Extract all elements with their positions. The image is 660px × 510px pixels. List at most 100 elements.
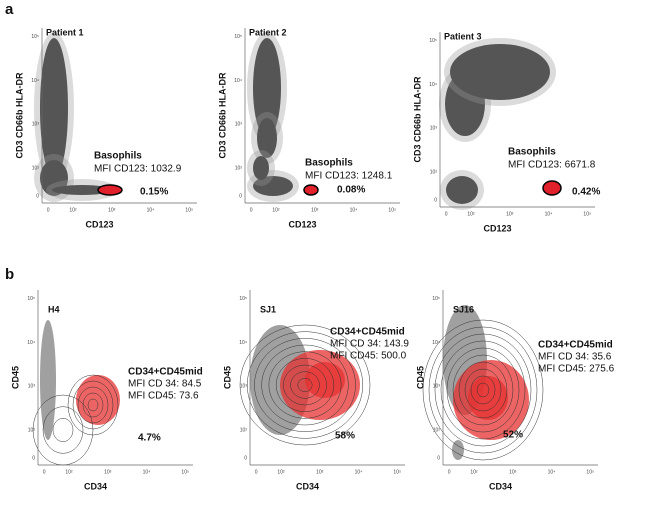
contour-line — [268, 351, 342, 419]
x-tick-label: 10³ — [509, 469, 517, 475]
contour-line — [239, 324, 371, 446]
x-axis-label: CD123 — [483, 223, 511, 233]
panel-label: b — [5, 266, 14, 283]
y-tick-label: 10² — [240, 427, 248, 433]
contour-line — [254, 338, 356, 432]
cell-population — [446, 176, 478, 204]
x-tick-label: 10⁵ — [388, 207, 396, 213]
x-tick-label: 10² — [69, 207, 77, 213]
x-tick-label: 0 — [43, 469, 46, 475]
contour-line — [52, 418, 74, 442]
y-tick-label: 10² — [32, 165, 40, 171]
y-tick-label: 10³ — [240, 384, 248, 390]
plot-title: H4 — [48, 304, 60, 314]
y-tick-label: 10⁵ — [27, 296, 35, 302]
scatter-plot: 0 0 10² 10² 10³ 10³ 10⁴ 10⁴ 10⁵ 10⁵ CD3 CD66b HLA-… — [14, 27, 197, 229]
plot-title: Patient 3 — [444, 31, 482, 41]
x-tick-label: 10⁵ — [185, 207, 193, 213]
percent-label: 52% — [503, 430, 523, 441]
x-tick-label: 10⁵ — [586, 469, 594, 475]
y-tick-label: 10² — [235, 165, 243, 171]
mfi-label: MFI CD123: 1032.9 — [94, 164, 182, 175]
contour-line — [458, 361, 508, 419]
x-tick-label: 0 — [448, 469, 451, 475]
x-tick-label: 10³ — [316, 469, 324, 475]
basophil-gate — [303, 184, 319, 196]
gated-population — [468, 376, 508, 420]
cell-population — [253, 38, 281, 138]
x-axis-label: CD34 — [84, 481, 107, 491]
cell-population — [450, 44, 550, 100]
y-tick-label: 10³ — [32, 122, 40, 128]
population-label: CD34+CD45mid — [538, 340, 613, 351]
y-tick-label: 10⁵ — [432, 296, 440, 302]
contour-line — [72, 380, 114, 430]
y-tick-label: 0 — [434, 197, 437, 203]
contour-line — [452, 354, 514, 426]
x-tick-label: 10² — [277, 469, 285, 475]
basophil-gate — [542, 180, 562, 196]
scatter-plot: 0 0 10² 10² 10³ 10³ 10⁴ 10⁴ 10⁵ 10⁵ CD3 CD66b HLA-… — [412, 31, 600, 233]
cell-population — [40, 38, 68, 178]
cell-population — [52, 185, 112, 195]
y-tick-label: 10⁴ — [432, 340, 440, 346]
contour-line — [87, 398, 99, 412]
x-tick-label: 0 — [47, 207, 50, 213]
scatter-plot: 0 0 10² 10² 10³ 10³ 10⁴ 10⁴ 10⁵ 10⁵ CD3 CD66b HLA-… — [217, 27, 400, 229]
contour-line — [82, 392, 104, 418]
y-tick-label: 10⁵ — [234, 34, 242, 40]
mfi-label: MFI CD123: 1248.1 — [305, 171, 393, 182]
cell-population — [257, 118, 277, 158]
population-label: Basophils — [305, 158, 353, 169]
population-label: Basophils — [94, 151, 142, 162]
contour-line — [275, 358, 335, 412]
cell-population — [253, 156, 269, 180]
y-tick-label: 0 — [239, 193, 242, 199]
contour-line — [261, 344, 349, 426]
cell-population — [452, 440, 464, 460]
y-axis-label: CD45 — [10, 366, 20, 389]
contour-line — [290, 371, 320, 399]
mfi-label: MFI CD45: 500.0 — [330, 351, 407, 362]
contour-line — [77, 386, 109, 424]
mfi-label: MFI CD45: 275.6 — [538, 364, 615, 375]
population-label: CD34+CD45mid — [330, 327, 405, 338]
y-tick-label: 10³ — [235, 122, 243, 128]
x-tick-label: 10⁴ — [548, 469, 556, 475]
x-tick-label: 10⁴ — [350, 207, 358, 213]
x-tick-label: 10³ — [311, 207, 319, 213]
y-tick-label: 0 — [32, 455, 35, 461]
y-tick-label: 10⁴ — [239, 340, 247, 346]
x-tick-label: 10³ — [104, 469, 112, 475]
contour-line — [42, 406, 84, 454]
contour-plot: 0 0 10² 10² 10³ 10³ 10⁴ 10⁴ 10⁵ 10⁵ CD45 CD34 SJ16 CD… — [415, 290, 615, 491]
mfi-label: MFI CD 34: 84.5 — [128, 379, 202, 390]
basophil-gate — [97, 184, 123, 196]
x-tick-label: 10² — [467, 211, 475, 217]
y-tick-label: 10⁴ — [31, 78, 39, 84]
x-tick-label: 0 — [255, 469, 258, 475]
plot-title: Patient 2 — [249, 27, 287, 37]
x-tick-label: 10³ — [506, 211, 514, 217]
y-axis-label: CD45 — [222, 366, 232, 389]
y-tick-label: 10² — [433, 427, 441, 433]
x-axis-label: CD34 — [296, 481, 319, 491]
y-tick-label: 10² — [430, 169, 438, 175]
x-axis-label: CD123 — [85, 219, 113, 229]
y-tick-label: 10⁵ — [429, 38, 437, 44]
y-tick-label: 10³ — [433, 384, 441, 390]
y-tick-label: 10⁴ — [27, 340, 35, 346]
contour-plot: 0 0 10² 10² 10³ 10³ 10⁴ 10⁴ 10⁵ 10⁵ CD45 CD34 H4 CD34… — [10, 290, 203, 491]
x-tick-label: 10⁵ — [583, 211, 591, 217]
x-tick-label: 10² — [65, 469, 73, 475]
y-tick-label: 0 — [244, 455, 247, 461]
plot-title: Patient 1 — [46, 27, 84, 37]
percent-label: 0.08% — [337, 185, 365, 196]
y-tick-label: 0 — [36, 193, 39, 199]
x-axis-label: CD123 — [288, 219, 316, 229]
contour-line — [428, 326, 538, 454]
percent-label: 0.15% — [140, 187, 168, 198]
population-label: CD34+CD45mid — [128, 367, 203, 378]
mfi-label: MFI CD 34: 143.9 — [330, 339, 409, 350]
contour-line — [476, 382, 490, 398]
